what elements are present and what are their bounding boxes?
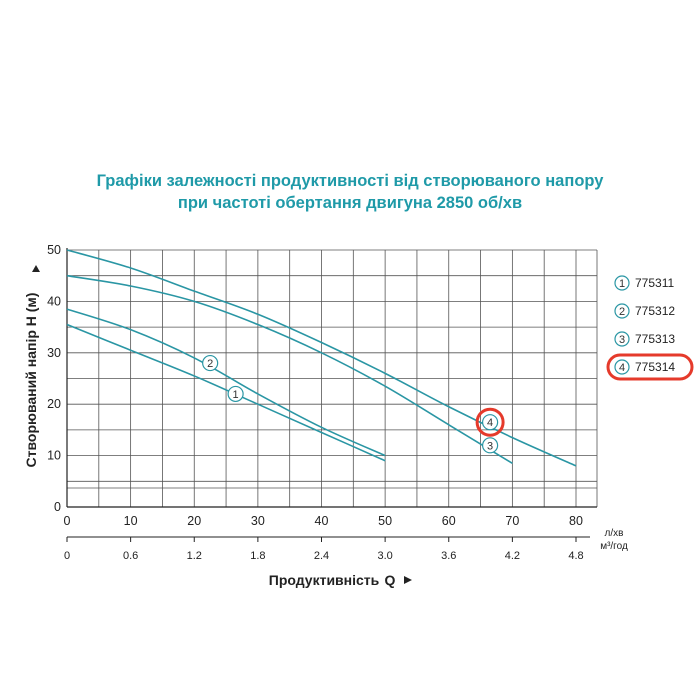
x-tick-label: 10: [124, 514, 138, 528]
series-markers: 1 2 3 4: [202, 354, 505, 454]
x2-tick-label: 1.8: [250, 550, 265, 562]
y-axis-label: Створюваний напір H (м): [23, 293, 39, 468]
legend-marker-label: 4: [619, 362, 625, 374]
chart-title-line-2: при частоті обертання двигуна 2850 об/хв: [177, 194, 523, 212]
x2-tick-label: 1.2: [187, 550, 202, 562]
x2-axis-unit: м³/год: [600, 541, 628, 552]
legend-entry-label: 775311: [635, 276, 674, 290]
legend-marker-label: 3: [619, 334, 625, 346]
y-tick-label: 40: [47, 294, 61, 308]
series-marker-label: 1: [233, 389, 239, 401]
y-tick-label: 0: [54, 500, 61, 514]
series-line-775313: [66, 274, 513, 464]
x2-tick-label: 2.4: [314, 550, 329, 562]
chart-title-line-1: Графіки залежності продуктивності від ст…: [96, 172, 604, 190]
legend-marker-label: 2: [619, 306, 625, 318]
series-marker-2: [202, 354, 219, 372]
x2-tick-label: 3.0: [377, 550, 392, 562]
x-tick-label: 30: [251, 514, 265, 528]
legend-entry-label: 775312: [635, 304, 675, 318]
x-tick-label: 80: [569, 514, 583, 528]
x2-tick-label: 4.8: [568, 550, 583, 562]
legend-marker-1: [614, 275, 630, 291]
y-tick-label: 50: [47, 243, 61, 257]
x-tick-label: 40: [315, 514, 329, 528]
x-axis-unit: л/хв: [605, 528, 624, 539]
legend-highlight-ring: [606, 353, 694, 381]
x2-tick-label: 3.6: [441, 550, 456, 562]
legend-marker-4: [614, 359, 630, 375]
x-tick-label: 60: [442, 514, 456, 528]
highlight-ring: [475, 407, 505, 437]
series-marker-4: [482, 414, 499, 431]
x2-tick-label: 0: [64, 550, 70, 562]
x-tick-label: 0: [64, 514, 71, 528]
legend-marker-3: [614, 331, 630, 347]
y-tick-label: 10: [47, 449, 61, 463]
legend: 1 775311 2 775312 3 775313 4 775314: [606, 275, 694, 381]
legend-entry-label: 775314: [635, 360, 675, 374]
y-tick-label: 20: [47, 397, 61, 411]
series-line-775311: [66, 323, 386, 462]
y-axis-arrow: [32, 265, 40, 272]
series-marker-3: [482, 437, 499, 454]
x2-tick-label: 4.2: [505, 550, 520, 562]
x-tick-label: 70: [505, 514, 519, 528]
x-axis-label: Продуктивність: [269, 572, 380, 588]
axes: 0 10 20 30 40 50 0 10 20 30 40 50 60 70 80 0 0.6 1.2 1.8 2.…: [47, 243, 597, 562]
x-tick-label: 20: [187, 514, 201, 528]
series-marker-label: 3: [487, 440, 493, 452]
y-tick-label: 30: [47, 346, 61, 360]
x-tick-label: 50: [378, 514, 392, 528]
x-axis-arrow: [404, 576, 412, 584]
legend-marker-label: 1: [619, 278, 625, 290]
series-line-775312: [66, 308, 386, 457]
x-axis-symbol: Q: [385, 572, 396, 588]
series-marker-label: 4: [487, 417, 493, 429]
legend-marker-2: [614, 303, 630, 319]
x2-tick-label: 0.6: [123, 550, 138, 562]
grid: [66, 249, 598, 508]
legend-entry-label: 775313: [635, 332, 675, 346]
series-marker-label: 2: [207, 358, 213, 370]
series-marker-1: [227, 385, 244, 403]
